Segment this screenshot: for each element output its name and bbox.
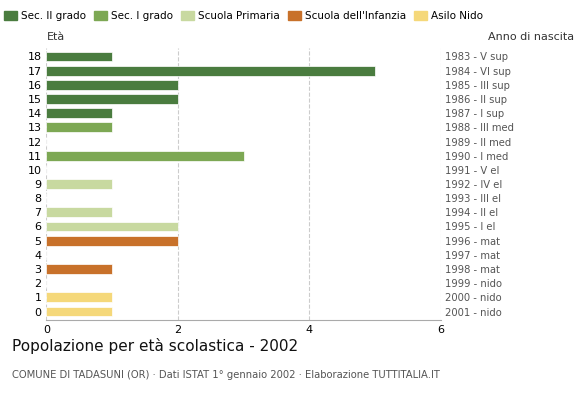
Bar bbox=[46, 52, 112, 62]
Bar bbox=[46, 264, 112, 274]
Bar bbox=[46, 94, 178, 104]
Text: COMUNE DI TADASUNI (OR) · Dati ISTAT 1° gennaio 2002 · Elaborazione TUTTITALIA.I: COMUNE DI TADASUNI (OR) · Dati ISTAT 1° … bbox=[12, 370, 440, 380]
Bar bbox=[46, 306, 112, 316]
Bar bbox=[46, 207, 112, 217]
Bar bbox=[46, 151, 244, 161]
Bar bbox=[46, 236, 178, 246]
Text: Anno di nascita: Anno di nascita bbox=[488, 32, 574, 42]
Bar bbox=[46, 222, 178, 232]
Legend: Sec. II grado, Sec. I grado, Scuola Primaria, Scuola dell'Infanzia, Asilo Nido: Sec. II grado, Sec. I grado, Scuola Prim… bbox=[0, 7, 487, 26]
Bar bbox=[46, 80, 178, 90]
Bar bbox=[46, 179, 112, 189]
Bar bbox=[46, 292, 112, 302]
Bar bbox=[46, 122, 112, 132]
Text: Età: Età bbox=[46, 32, 64, 42]
Text: Popolazione per età scolastica - 2002: Popolazione per età scolastica - 2002 bbox=[12, 338, 298, 354]
Bar bbox=[46, 66, 375, 76]
Bar bbox=[46, 108, 112, 118]
